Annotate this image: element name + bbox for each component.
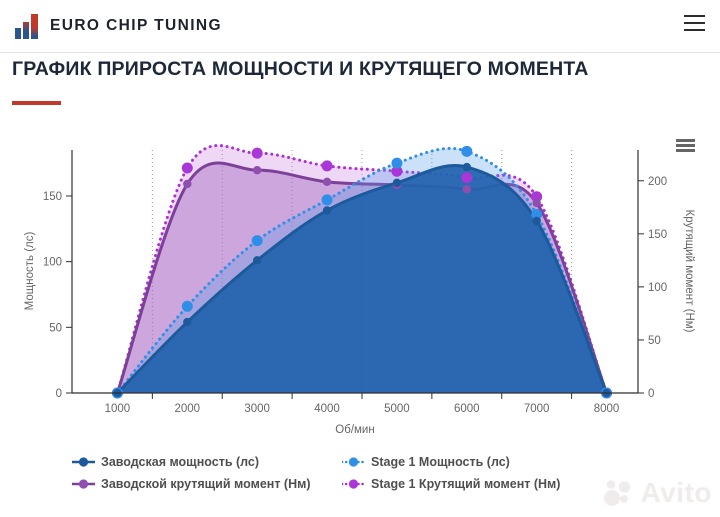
legend-marker-stage1-torque xyxy=(342,478,365,489)
legend-label: Stage 1 Мощность (лс) xyxy=(371,454,510,469)
series-line-factory_torque xyxy=(115,161,608,394)
point-stage1_power-6000[interactable] xyxy=(461,145,473,157)
point-stage1_power-4000[interactable] xyxy=(321,194,333,206)
x-tick-label-8000: 8000 xyxy=(594,403,620,415)
point-stage1_torque-3000[interactable] xyxy=(251,147,263,159)
y-right-label-150: 150 xyxy=(648,229,667,241)
point-stage1_power-3000[interactable] xyxy=(251,235,263,247)
y-left-label-100: 100 xyxy=(43,257,62,269)
point-factory_power-4000[interactable] xyxy=(322,206,332,215)
x-tick-label-3000: 3000 xyxy=(244,403,270,415)
legend-marker-factory-torque xyxy=(72,478,95,489)
y-right-label-200: 200 xyxy=(648,176,667,188)
series-area-factory_power xyxy=(117,165,607,393)
y-left-label-50: 50 xyxy=(49,322,62,334)
watermark-text: Avito xyxy=(640,477,712,508)
point-stage1_torque-2000[interactable] xyxy=(181,162,193,174)
avito-watermark: Avito xyxy=(603,477,712,509)
point-stage1_power-5000[interactable] xyxy=(391,157,403,169)
x-tick-label-6000: 6000 xyxy=(454,403,480,415)
legend-label: Stage 1 Крутящий момент (Нм) xyxy=(371,476,561,491)
y-left-label-150: 150 xyxy=(43,191,62,203)
brand-name: EURO CHIP TUNING xyxy=(50,17,222,34)
legend-item-factory-power[interactable]: Заводская мощность (лс) xyxy=(72,453,342,470)
point-factory_power-5000[interactable] xyxy=(392,178,402,188)
point-stage1_power-2000[interactable] xyxy=(181,300,193,312)
point-stage1_torque-7000[interactable] xyxy=(531,191,543,203)
point-factory_torque-2000[interactable] xyxy=(183,179,192,189)
brand-logo-icon xyxy=(15,13,41,39)
y-axis-title-left: Мощность (лс) xyxy=(24,231,36,311)
legend-label: Заводской крутящий момент (Нм) xyxy=(101,476,311,491)
y-axis-title-right: Крутящий момент (Нм) xyxy=(683,209,695,333)
y-right-label-0: 0 xyxy=(648,388,654,400)
point-stage1_power-7000[interactable] xyxy=(531,208,543,220)
legend-label: Заводская мощность (лс) xyxy=(101,454,260,469)
chart-context-menu-button[interactable] xyxy=(676,139,695,153)
point-factory_power-3000[interactable] xyxy=(252,256,262,265)
point-factory_power-2000[interactable] xyxy=(183,317,192,327)
y-right-label-50: 50 xyxy=(648,335,661,347)
legend-marker-factory-power xyxy=(72,456,95,467)
y-left-label-0: 0 xyxy=(56,388,62,400)
x-tick-label-5000: 5000 xyxy=(384,403,410,415)
x-tick-label-7000: 7000 xyxy=(524,403,550,415)
avito-logo-icon xyxy=(603,480,630,506)
legend-marker-stage1-power xyxy=(342,456,365,467)
point-stage1_torque-5000[interactable] xyxy=(391,165,403,177)
series-line-factory_power xyxy=(116,164,608,395)
point-stage1_torque-6000[interactable] xyxy=(461,172,473,184)
header: EURO CHIP TUNING xyxy=(0,0,720,53)
legend-item-stage1-power[interactable]: Stage 1 Мощность (лс) xyxy=(342,453,560,470)
chart-legend: Заводская мощность (лс) Stage 1 Мощность… xyxy=(72,453,560,492)
point-factory_torque-6000[interactable] xyxy=(462,185,472,194)
legend-item-stage1-torque[interactable]: Stage 1 Крутящий момент (Нм) xyxy=(342,475,560,492)
point-factory_torque-7000[interactable] xyxy=(532,198,541,208)
x-tick-label-4000: 4000 xyxy=(314,403,340,415)
x-tick-label-1000: 1000 xyxy=(105,403,131,415)
title-underline xyxy=(12,101,61,105)
point-stage1_torque-4000[interactable] xyxy=(321,160,333,172)
point-factory_torque-3000[interactable] xyxy=(252,165,262,175)
x-tick-label-2000: 2000 xyxy=(174,403,200,415)
x-axis-title: Об/мин xyxy=(335,424,375,436)
hamburger-menu-icon[interactable] xyxy=(684,15,705,32)
point-factory_power-6000[interactable] xyxy=(462,162,472,172)
y-right-label-100: 100 xyxy=(648,282,667,294)
point-factory_power-7000[interactable] xyxy=(532,216,541,226)
point-factory_torque-4000[interactable] xyxy=(322,177,332,187)
legend-item-factory-torque[interactable]: Заводской крутящий момент (Нм) xyxy=(72,475,342,492)
page-title: ГРАФИК ПРИРОСТА МОЩНОСТИ И КРУТЯЩЕГО МОМ… xyxy=(12,58,589,80)
